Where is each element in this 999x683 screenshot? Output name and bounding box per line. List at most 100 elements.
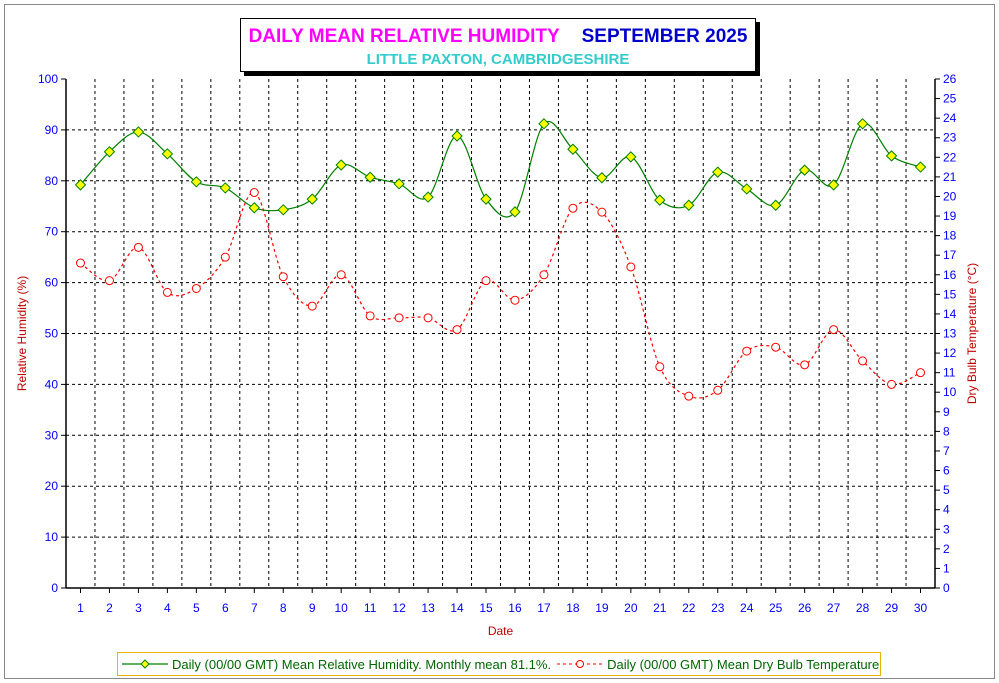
y2-tick-label: 1: [943, 561, 950, 575]
y-tick-label: 20: [45, 479, 59, 493]
temperature-point: [539, 270, 549, 280]
y2-tick-label: 4: [943, 503, 950, 517]
temperature-point: [684, 391, 694, 401]
chart-period: SEPTEMBER 2025: [581, 26, 748, 47]
x-tick-label: 2: [106, 601, 113, 615]
humidity-point: [769, 199, 782, 211]
temperature-point: [249, 188, 259, 198]
temperature-point: [626, 262, 636, 272]
y2-tick-label: 6: [943, 464, 950, 478]
x-tick-label: 14: [450, 601, 464, 615]
x-tick-label: 6: [222, 601, 229, 615]
temperature-point: [365, 311, 375, 321]
humidity-point: [306, 193, 318, 205]
x-tick-label: 21: [653, 601, 667, 615]
y2-tick-label: 17: [943, 248, 957, 262]
x-tick-label: 28: [856, 601, 870, 615]
humidity-point: [683, 199, 695, 211]
y2-tick-label: 3: [943, 522, 950, 536]
y-tick-label: 30: [45, 428, 59, 442]
x-tick-label: 25: [769, 601, 783, 615]
x-tick-label: 1: [77, 601, 84, 615]
x-tick-label: 5: [193, 601, 200, 615]
humidity-point: [480, 193, 492, 205]
x-tick-label: 16: [508, 601, 522, 615]
x-tick-label: 30: [914, 601, 928, 615]
x-tick-label: 22: [682, 601, 696, 615]
y-axis-title: Relative Humidity (%): [15, 276, 29, 391]
chart-frame: [4, 4, 995, 679]
y2-tick-label: 20: [943, 189, 957, 203]
temperature-point: [452, 325, 462, 335]
y2-tick-label: 19: [943, 209, 957, 223]
humidity-point: [103, 146, 116, 158]
temperature-point: [162, 287, 172, 297]
x-tick-label: 13: [421, 601, 435, 615]
x-tick-label: 29: [885, 601, 899, 615]
y2-tick-label: 5: [943, 483, 950, 497]
y-tick-label: 80: [45, 174, 59, 188]
y2-tick-label: 7: [943, 444, 950, 458]
humidity-point: [219, 182, 232, 194]
y2-tick-label: 12: [943, 346, 957, 360]
x-tick-label: 15: [479, 601, 493, 615]
x-tick-label: 26: [798, 601, 812, 615]
temperature-point: [336, 270, 346, 280]
temperature-point: [423, 313, 433, 323]
humidity-point: [798, 164, 811, 176]
humidity-point: [509, 206, 521, 218]
y2-tick-label: 9: [943, 405, 950, 419]
x-tick-label: 11: [364, 601, 377, 615]
humidity-point: [190, 176, 203, 188]
humidity-point: [538, 118, 550, 130]
y-tick-label: 70: [45, 225, 59, 239]
x-tick-label: 18: [566, 601, 580, 615]
humidity-point: [914, 161, 927, 173]
humidity-point: [161, 148, 174, 160]
humidity-point: [277, 204, 289, 216]
y-tick-label: 100: [38, 72, 58, 86]
humidity-point: [132, 126, 145, 138]
x-tick-label: 27: [827, 601, 841, 615]
x-tick-label: 3: [135, 601, 142, 615]
x-axis-title: Date: [488, 624, 514, 638]
chart-title: DAILY MEAN RELATIVE HUMIDITY: [248, 26, 560, 47]
y2-tick-label: 14: [943, 307, 957, 321]
humidity-point: [741, 183, 753, 195]
temperature-point: [655, 362, 665, 372]
temperature-point: [597, 207, 607, 217]
temperature-point: [742, 346, 752, 356]
x-tick-label: 9: [309, 601, 316, 615]
temperature-point: [191, 283, 201, 293]
humidity-point: [335, 159, 347, 171]
humidity-point: [596, 172, 608, 184]
humidity-point: [422, 191, 434, 203]
temperature-point: [568, 203, 578, 213]
y2-tick-label: 2: [943, 542, 950, 556]
title-box: DAILY MEAN RELATIVE HUMIDITY SEPTEMBER 20…: [240, 18, 756, 72]
y2-tick-label: 0: [943, 581, 950, 595]
humidity-point: [451, 130, 463, 142]
y2-tick-label: 21: [943, 170, 957, 184]
legend-temperature-label: Daily (00/00 GMT) Mean Dry Bulb Temperat…: [607, 656, 880, 672]
y2-tick-label: 8: [943, 424, 950, 438]
y2-tick-label: 22: [943, 150, 957, 164]
temperature-point: [800, 360, 810, 370]
y-tick-label: 90: [45, 123, 59, 137]
y2-tick-label: 23: [943, 131, 957, 145]
temperature-point: [104, 276, 114, 286]
temperature-point: [481, 276, 491, 286]
temperature-point: [307, 301, 317, 311]
y-tick-label: 60: [45, 276, 59, 290]
humidity-point: [712, 166, 724, 178]
x-tick-label: 17: [537, 601, 551, 615]
humidity-point: [74, 179, 87, 191]
y2-tick-label: 11: [943, 366, 956, 380]
y2-tick-label: 26: [943, 72, 957, 86]
temperature-point: [858, 356, 868, 366]
legend-humidity-marker-icon: [122, 659, 168, 669]
temperature-point: [887, 379, 897, 389]
temperature-point: [916, 368, 926, 378]
